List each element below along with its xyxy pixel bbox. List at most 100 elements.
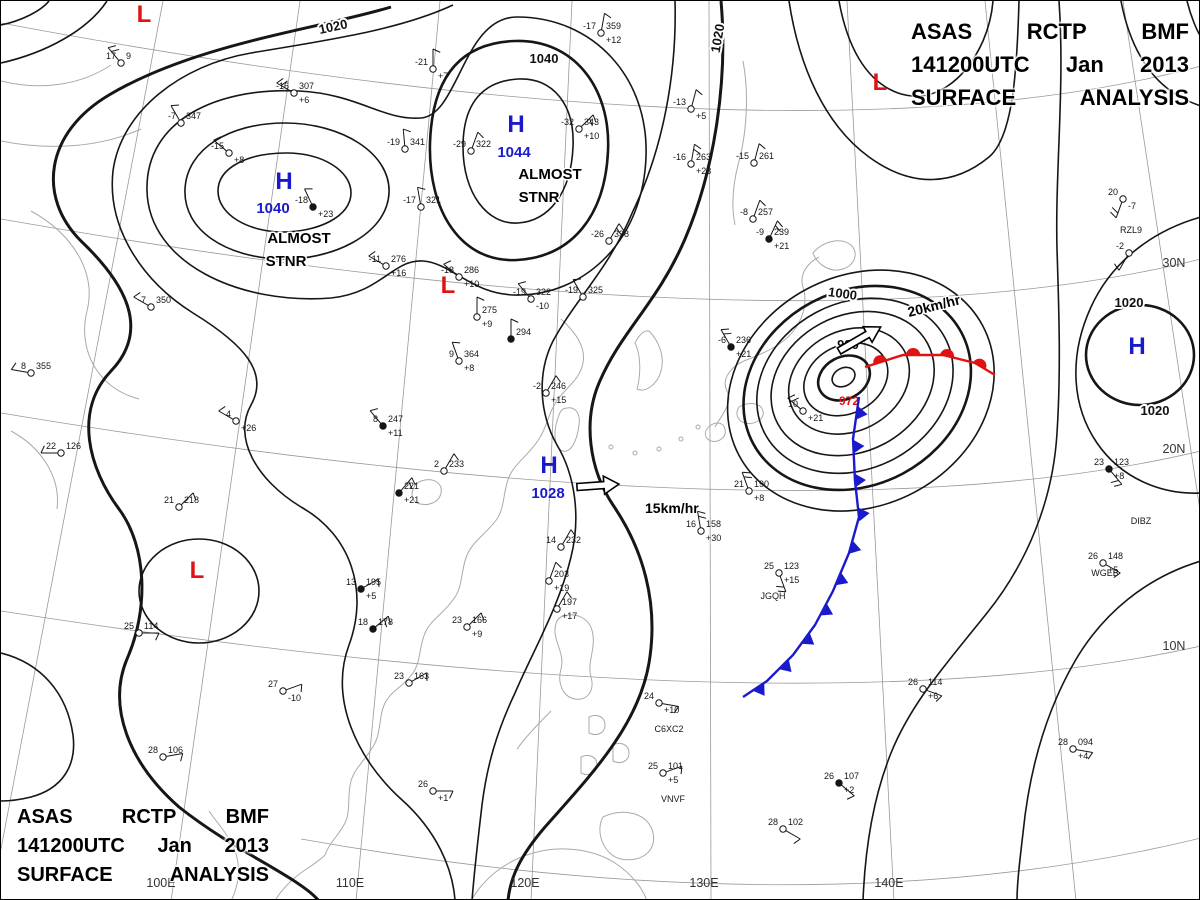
station-plot: 26 114 +6 (908, 677, 942, 702)
station-circle (405, 679, 413, 687)
station-tendency: +11 (388, 428, 403, 438)
station-tendency: +9 (482, 319, 492, 329)
cold-front-triangle (778, 659, 792, 672)
longitude-label: 110E (336, 876, 364, 890)
station-temperature: 4 (226, 409, 231, 419)
station-circle (749, 215, 757, 223)
station-tendency: +30 (706, 533, 721, 543)
station-plot: 8 247 +11 (369, 408, 403, 438)
station-plot: 8 355 (10, 361, 51, 377)
station-pressure: 114 (144, 621, 158, 631)
station-tendency: +5 (1108, 565, 1118, 575)
station-plot: -19 325 (565, 278, 603, 301)
warm-front-scallop (906, 348, 921, 355)
station-temperature: -11 (369, 254, 381, 264)
station-plot: 20 -7 (1108, 187, 1136, 219)
station-tendency: +23 (696, 166, 711, 176)
station-circle (309, 203, 317, 211)
station-circle (542, 389, 550, 397)
station-plot: 23 166 +9 (452, 612, 487, 639)
cold-front-triangle (857, 507, 870, 522)
chart-title-bottom-left: ASAS RCTP BMF 141200UTC Jan 2013 SURFACE ANALYS… (17, 803, 269, 890)
station-tendency: +8 (1114, 471, 1124, 481)
station-tendency: +12 (606, 35, 621, 45)
station-temperature: -15 (211, 141, 224, 151)
cold-front-triangle (820, 603, 834, 616)
station-circle (835, 779, 843, 787)
high-center-symbol: H (1128, 333, 1145, 360)
station-pressure: 163 (414, 671, 429, 681)
station-pressure: 123 (1114, 457, 1129, 467)
station-tendency: +8 (234, 155, 244, 165)
station-pressure: 359 (606, 21, 621, 31)
station-plot: 294 (507, 318, 531, 343)
title-word: RCTP (121, 806, 177, 828)
station-pressure: 094 (1078, 737, 1093, 747)
station-temperature: 25 (648, 761, 658, 771)
station-temperature: 25 (764, 561, 774, 571)
longitude-label: 120E (510, 876, 539, 890)
station-plot: 26 107 +2 (824, 771, 859, 800)
station-callsign: C6XC2 (654, 724, 683, 734)
station-pressure: 123 (784, 561, 799, 571)
station-callsign: WGEB (1091, 568, 1119, 578)
station-plot: 23 163 (394, 671, 429, 687)
motion-speed-label: 15km/hr (645, 500, 699, 516)
station-pressure: 257 (758, 207, 773, 217)
station-temperature: 26 (908, 677, 918, 687)
station-circle (605, 237, 613, 245)
longitude-label: 130E (689, 876, 718, 890)
motion-speed-label: 20km/hr (906, 291, 963, 320)
station-circle (779, 825, 787, 833)
cold-front-triangle (854, 473, 866, 488)
station-circle (687, 105, 695, 113)
station-circle (401, 145, 409, 153)
chart-title-top-right: ASAS RCTP BMF 141200UTC Jan 2013 SURFACE ANALYS… (911, 15, 1189, 114)
station-temperature: 26 (824, 771, 834, 781)
latitude-label: 10N (1163, 639, 1186, 653)
station-pressure: 364 (464, 349, 479, 359)
high-center-symbol: H (540, 452, 557, 479)
station-pressure: 9 (126, 51, 131, 61)
station-plot: -15 +8 (211, 136, 244, 165)
station-pressure: 203 (554, 569, 569, 579)
station-tendency: +26 (241, 423, 256, 433)
high-center-value: 1028 (531, 485, 564, 502)
station-pressure: 338 (614, 229, 629, 239)
station-tendency: +5 (696, 111, 706, 121)
station-circle (463, 623, 471, 631)
low-center-symbol: L (190, 557, 205, 584)
station-temperature: -18 (295, 195, 308, 205)
station-callsign: RZL9 (1120, 225, 1142, 235)
station-pressure: 190 (754, 479, 769, 489)
station-circle (659, 769, 667, 777)
header-line: ASAS RCTP BMF (911, 15, 1189, 48)
title-word: SURFACE (911, 85, 1017, 110)
station-plot: -19 341 (387, 128, 425, 153)
station-plot: 25 123 +15 (764, 561, 799, 593)
station-pressure: 197 (562, 597, 577, 607)
station-temperature: 28 (768, 817, 778, 827)
station-circle (765, 235, 773, 243)
title-word: RCTP (1026, 19, 1087, 44)
station-tendency: -7 (1128, 201, 1136, 211)
title-word: Jan (157, 835, 192, 857)
station-temperature: -19 (513, 287, 526, 297)
station-tendency: +10 (584, 131, 599, 141)
header-line: SURFACE ANALYSIS (911, 81, 1189, 114)
station-circle (455, 357, 463, 365)
station-tendency: +1 (438, 793, 448, 803)
coastlines (1, 60, 856, 899)
station-plot: -15 261 (736, 143, 774, 167)
longitude-label: 140E (874, 876, 903, 890)
station-temperature: -21 (415, 57, 428, 67)
station-circle (697, 527, 705, 535)
station-temperature: -13 (673, 97, 686, 107)
isobar-value-label: 1020 (1115, 295, 1144, 310)
station-plot: -18 +23 (295, 188, 333, 219)
station-pressure: 341 (410, 137, 425, 147)
station-circle (417, 203, 425, 211)
station-tendency: +5 (668, 775, 678, 785)
station-tendency: +4 (1078, 751, 1088, 761)
